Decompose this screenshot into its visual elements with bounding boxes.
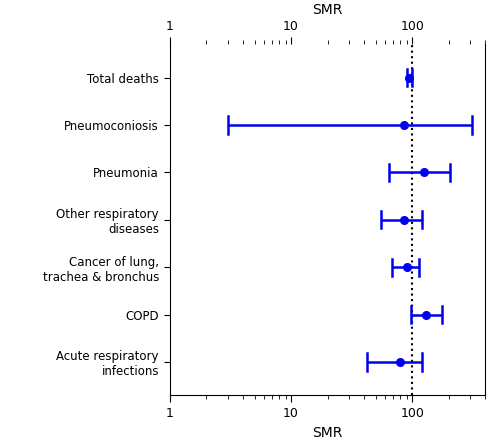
- X-axis label: SMR: SMR: [312, 3, 342, 17]
- X-axis label: SMR: SMR: [312, 425, 342, 440]
